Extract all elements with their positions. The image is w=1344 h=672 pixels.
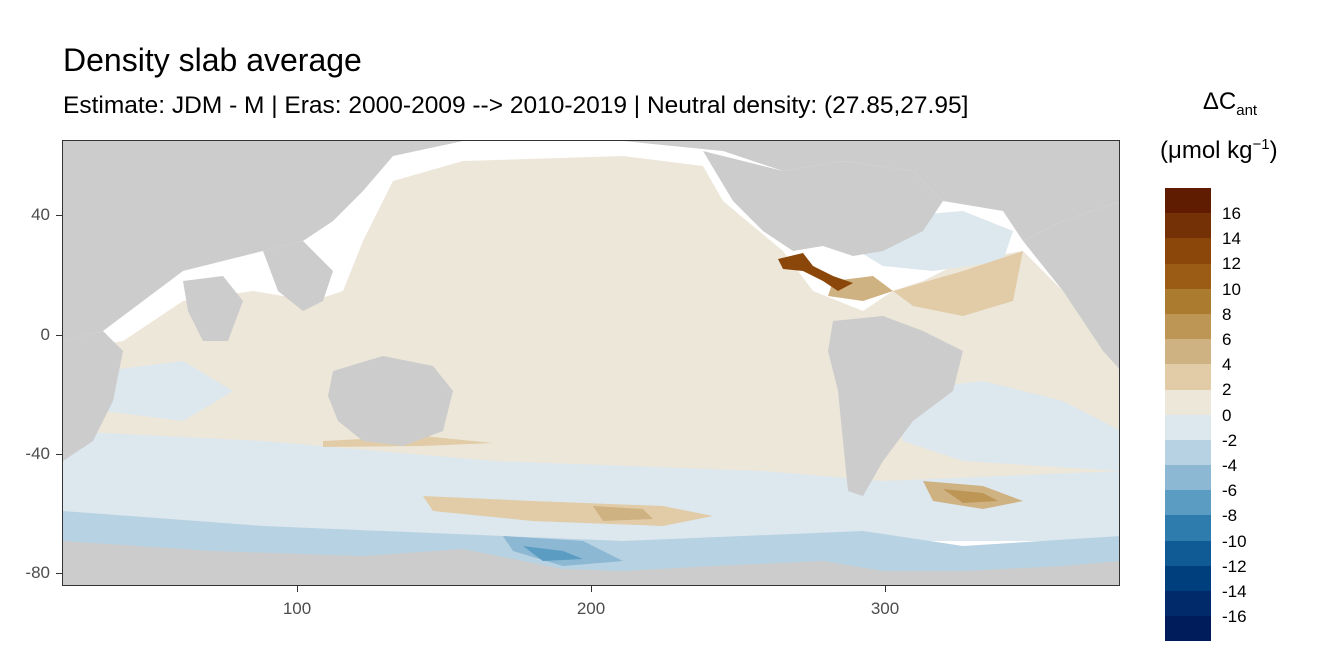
legend-label: -6: [1222, 481, 1238, 501]
map-title: Density slab average: [63, 42, 362, 78]
y-tick-label: -80: [25, 563, 50, 582]
indian-negative: [103, 361, 233, 421]
land-masses: [63, 141, 1119, 585]
y-tick-label: -40: [25, 444, 50, 463]
y-tick-mark: [56, 335, 62, 336]
legend-units-open: (μmol kg: [1160, 137, 1253, 164]
legend-swatch: [1165, 490, 1211, 516]
legend-swatch: [1165, 616, 1211, 642]
map-panel: [62, 140, 1120, 586]
legend-swatch: [1165, 540, 1211, 566]
ocean-map: [63, 141, 1119, 585]
x-tick-label: 300: [870, 599, 900, 618]
legend-label: 16: [1222, 204, 1241, 223]
legend-swatch: [1165, 238, 1211, 264]
y-tick-label: 0: [40, 325, 50, 344]
legend-label: 4: [1222, 355, 1232, 375]
land-north-america: [703, 151, 943, 256]
legend-swatch: [1165, 565, 1211, 591]
legend-label: -16: [1222, 607, 1247, 627]
legend-swatch: [1165, 414, 1211, 440]
land-south-america: [828, 316, 963, 496]
legend-label: 14: [1222, 229, 1241, 249]
legend-label: -10: [1222, 531, 1247, 551]
legend-sub: ant: [1236, 101, 1258, 119]
land-north: [63, 141, 1119, 341]
x-tick-mark: [591, 586, 592, 592]
land-antarctica: [63, 541, 1119, 585]
legend-swatch: [1165, 591, 1211, 617]
y-tick-mark: [56, 215, 62, 216]
south-pacific-positive-core: [593, 506, 653, 521]
land-europe-africa: [1023, 201, 1119, 369]
legend-color-bar: [1165, 188, 1211, 642]
legend-swatch: [1165, 213, 1211, 239]
legend-delta: ΔC: [1202, 88, 1237, 115]
legend-swatch: [1165, 263, 1211, 289]
legend-label: 6: [1222, 330, 1232, 349]
legend-title: ΔCant: [1160, 88, 1300, 119]
y-tick-mark: [56, 573, 62, 574]
legend-swatch: [1165, 288, 1211, 314]
legend-label: -4: [1222, 456, 1238, 475]
south-atlantic-negative: [893, 381, 1119, 471]
legend-label: -12: [1222, 556, 1247, 576]
land-se-asia: [263, 241, 333, 311]
legend-swatch: [1165, 339, 1211, 365]
x-tick-label: 100: [282, 599, 312, 618]
southern-negative-band: [63, 431, 1119, 541]
land-india: [183, 276, 243, 341]
legend-swatch: [1165, 188, 1211, 214]
x-tick-mark: [297, 586, 298, 592]
legend-swatch: [1165, 389, 1211, 415]
legend-swatch: [1165, 515, 1211, 541]
land-africa-east: [63, 331, 123, 441]
legend-swatch: [1165, 465, 1211, 491]
legend-label: -8: [1222, 506, 1238, 526]
legend-label: 0: [1222, 405, 1232, 425]
y-tick-label: 40: [31, 205, 50, 224]
legend-units: (μmol kg−1): [1160, 136, 1320, 165]
legend-label: 2: [1222, 380, 1232, 400]
legend-swatch: [1165, 364, 1211, 390]
x-tick-mark: [885, 586, 886, 592]
gulf-positive-strong: [778, 253, 853, 291]
x-tick-label: 200: [576, 599, 606, 618]
land-south-africa-tip: [63, 441, 93, 461]
map-subtitle: Estimate: JDM - M | Eras: 2000-2009 --> …: [63, 92, 969, 119]
south-atlantic-positive-core: [943, 489, 998, 503]
legend-units-sup: −1: [1252, 136, 1270, 153]
legend-swatch: [1165, 439, 1211, 466]
y-tick-mark: [56, 454, 62, 455]
legend-label: -14: [1222, 582, 1247, 601]
antarctic-stronger-negative: [523, 546, 583, 561]
legend-label: 12: [1222, 254, 1241, 274]
legend-label: 10: [1222, 279, 1241, 299]
legend-units-close: ): [1269, 137, 1278, 164]
legend-label: 8: [1222, 304, 1232, 324]
legend-label: -2: [1222, 430, 1238, 450]
atlantic-positive: [893, 251, 1023, 316]
legend-swatch: [1165, 313, 1211, 340]
land-australia: [328, 356, 453, 446]
